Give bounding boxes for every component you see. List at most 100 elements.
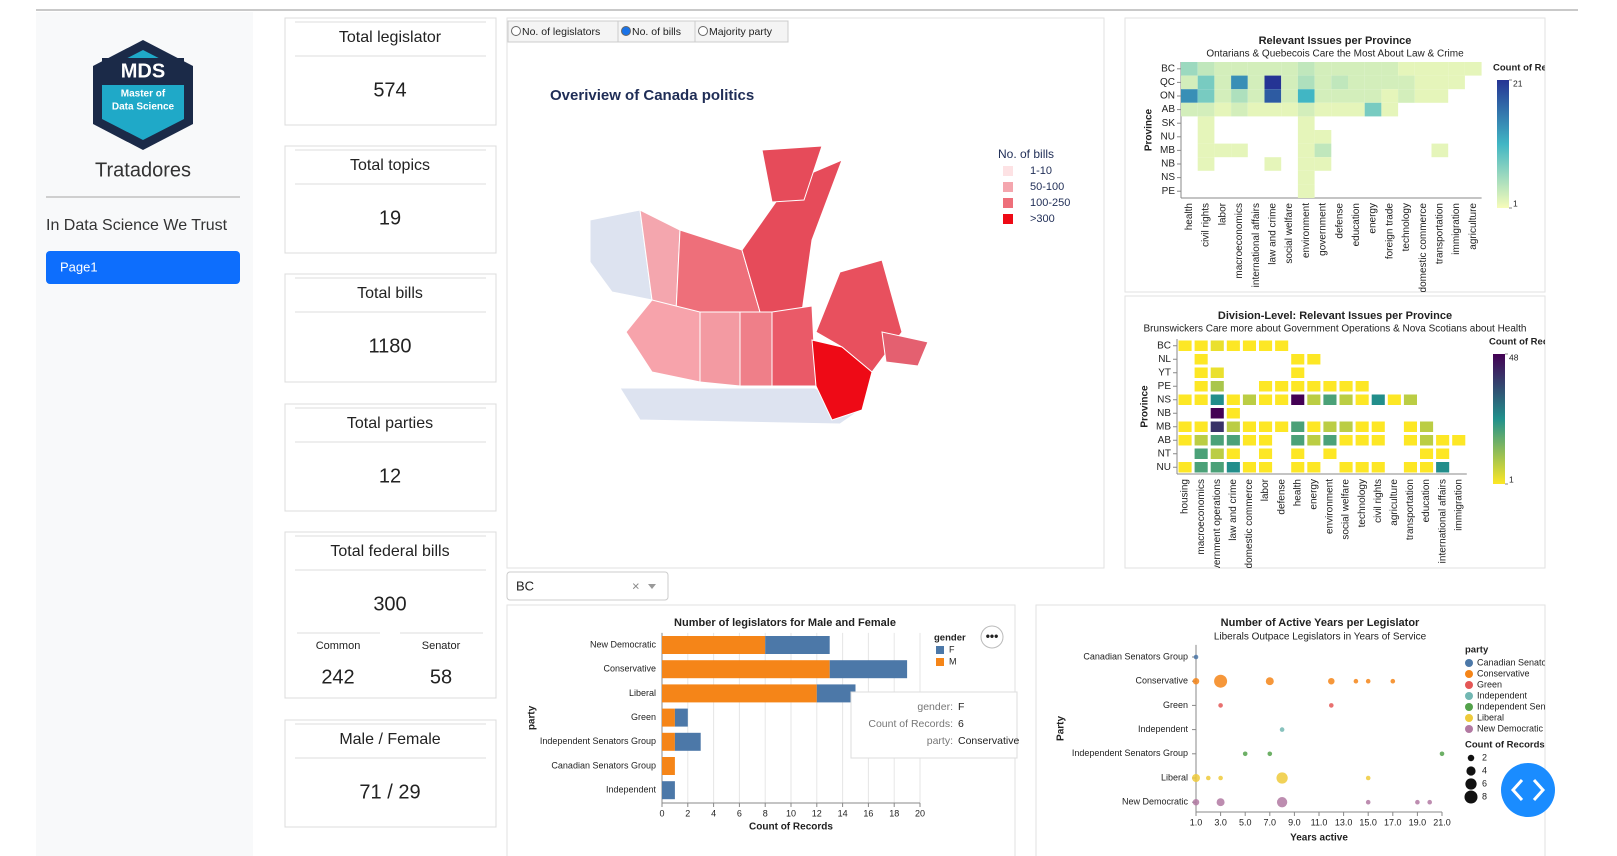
point <box>1276 797 1288 808</box>
menu-dots[interactable]: ••• <box>986 629 999 643</box>
heat-cell <box>1178 394 1192 405</box>
point <box>1365 775 1371 781</box>
legend-symbol <box>1465 670 1473 678</box>
legend-title: gender <box>934 633 966 644</box>
heat-cell <box>1414 75 1432 90</box>
heat-cell <box>1348 102 1365 117</box>
heat-cell <box>1247 75 1265 90</box>
x-tick-label: 13.0 <box>1335 817 1353 827</box>
heat-cell <box>1381 102 1399 117</box>
heat-cell <box>1323 394 1337 405</box>
heat-cell <box>1210 381 1224 392</box>
tooltip-value: Conservative <box>958 735 1019 747</box>
heat-cell <box>1226 448 1240 459</box>
y-tick-label: NB <box>1161 159 1175 170</box>
heat-cell <box>1291 394 1305 405</box>
x-tick-label: 9.0 <box>1288 817 1301 827</box>
heat-cell <box>1431 89 1449 103</box>
x-tick-label: immigration <box>1451 203 1462 255</box>
x-tick-label: technology <box>1401 203 1412 251</box>
legend-symbol <box>1465 681 1473 689</box>
x-tick-label: 18 <box>889 808 899 818</box>
menu-button[interactable] <box>980 625 1004 649</box>
code-icon[interactable] <box>1510 778 1546 802</box>
y-tick-label: Independent <box>1138 724 1189 734</box>
bar-segment <box>829 660 908 679</box>
heat-cell <box>1339 435 1353 446</box>
heat-cell <box>1371 394 1385 405</box>
heat-cell <box>1259 462 1273 473</box>
y-tick-label: Independent <box>606 785 657 795</box>
radio-option[interactable] <box>694 20 789 43</box>
y-axis-label: party <box>527 705 538 730</box>
region <box>881 331 929 367</box>
point <box>1192 677 1200 685</box>
radio <box>511 26 521 36</box>
radio <box>621 26 631 36</box>
region <box>589 209 653 301</box>
x-tick-label: 7.0 <box>1264 817 1277 827</box>
heat-cell <box>1307 421 1321 432</box>
code-button[interactable] <box>1501 763 1555 817</box>
heat-cell <box>1355 421 1369 432</box>
legend-symbol <box>1465 692 1473 700</box>
clear-icon[interactable]: × <box>632 578 640 593</box>
card <box>284 145 497 254</box>
nav-label[interactable]: Page1 <box>60 259 98 274</box>
heat-cell <box>1355 381 1369 392</box>
point <box>1365 678 1371 684</box>
nav-button[interactable] <box>46 251 240 284</box>
heat-cell <box>1259 394 1273 405</box>
dropdown[interactable] <box>506 571 669 601</box>
heat-cell <box>1242 394 1256 405</box>
heat-cell <box>1214 143 1232 158</box>
heat-cell <box>1323 381 1337 392</box>
heat-cell <box>1364 89 1382 103</box>
dropdown-value[interactable]: BC <box>516 578 534 593</box>
heat-cell <box>1414 89 1432 103</box>
tooltip-value: F <box>958 701 964 713</box>
legend-title: No. of bills <box>998 147 1054 161</box>
heat-cell <box>1420 448 1434 459</box>
bar-segment <box>765 636 830 654</box>
heat-cell <box>1436 462 1450 473</box>
heat-cell <box>1307 462 1321 473</box>
y-tick-label: MB <box>1160 145 1175 156</box>
y-axis-label: Province <box>1140 385 1151 428</box>
heat-cell <box>1291 421 1305 432</box>
heat-cell <box>1178 421 1192 432</box>
heat-cell <box>1197 102 1215 117</box>
x-tick-label: transportation <box>1405 479 1416 540</box>
y-tick-label: NU <box>1161 131 1175 142</box>
heat-cell <box>1420 421 1434 432</box>
legend-symbol <box>1465 703 1473 711</box>
x-tick-label: transportation <box>1434 203 1445 264</box>
heat-cell <box>1259 435 1273 446</box>
map-title: Overiview of Canada politics <box>550 87 754 104</box>
heat-cell <box>1307 435 1321 446</box>
legend-title: Count of Records <box>1493 63 1573 74</box>
caret[interactable] <box>648 584 656 589</box>
heat-cell <box>1307 394 1321 405</box>
heat-cell <box>1226 462 1240 473</box>
x-axis-label: Count of Records <box>749 822 833 833</box>
point <box>1415 799 1420 805</box>
map <box>589 145 929 425</box>
x-tick-label: social welfare <box>1284 203 1295 264</box>
x-tick-label: 20 <box>915 808 925 818</box>
heat-cell <box>1197 89 1215 103</box>
heat-cell <box>1275 340 1289 351</box>
heat-cell <box>1339 394 1353 405</box>
region <box>619 387 861 425</box>
heat-cell <box>1314 130 1332 144</box>
x-tick-label: 4 <box>711 808 716 818</box>
point <box>1279 727 1285 732</box>
point <box>1214 674 1228 688</box>
heatmap: Relevant Issues per Province Ontarians & … <box>1144 35 1573 292</box>
x-tick-label: 6 <box>737 808 742 818</box>
y-tick-label: Canadian Senators Group <box>1083 651 1188 661</box>
heat-cell <box>1197 62 1215 76</box>
legend-label: >300 <box>1030 213 1055 225</box>
x-tick-label: education <box>1421 479 1432 522</box>
x-tick-label: agriculture <box>1389 479 1400 526</box>
